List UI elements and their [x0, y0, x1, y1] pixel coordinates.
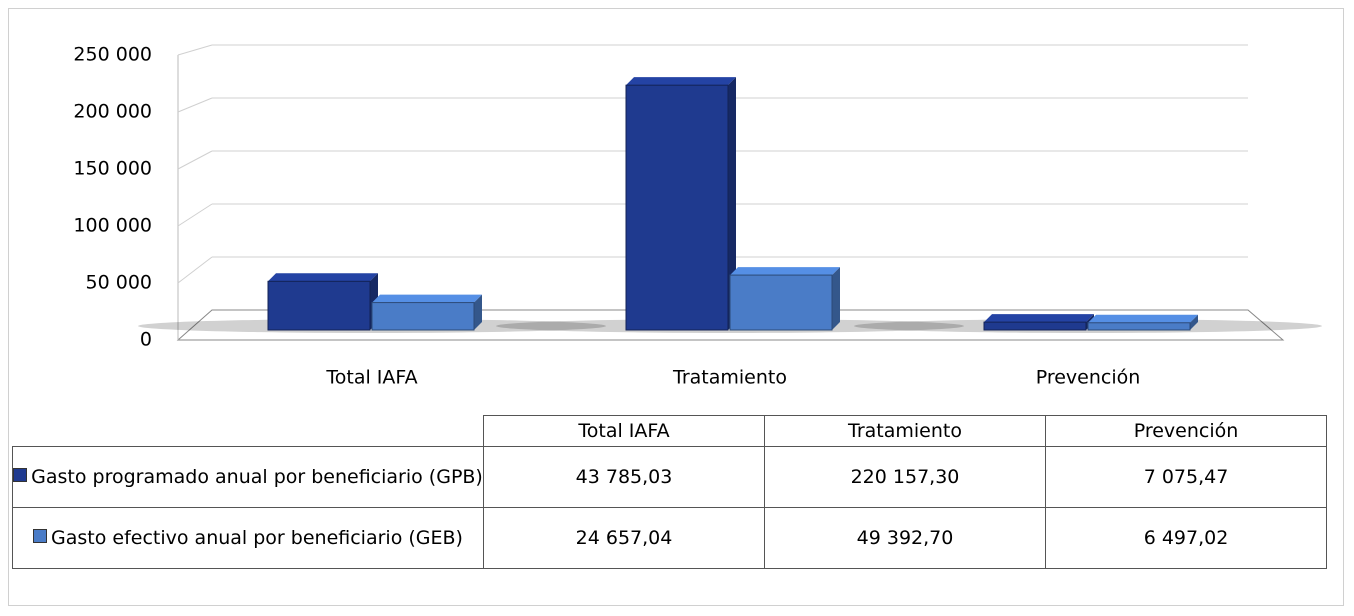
value-cell: 24 657,04 [483, 507, 765, 569]
value-cell: 220 157,30 [764, 446, 1046, 508]
bar [983, 321, 1087, 331]
header-cell: Tratamiento [764, 415, 1046, 447]
legend-entry: Gasto programado anual por beneficiario … [12, 446, 484, 508]
data-table: Total IAFA Tratamiento Prevención Gasto … [12, 415, 1327, 569]
bar [267, 280, 371, 331]
y-tick-label: 150 000 [73, 158, 152, 180]
grid-line-side [177, 203, 213, 227]
bar-side [474, 294, 482, 330]
bar [625, 84, 729, 331]
legend-label: Gasto programado anual por beneficiario … [31, 466, 483, 488]
bar-top [1088, 314, 1198, 323]
x-tick-label: Tratamiento [672, 367, 787, 389]
legend-label: Gasto efectivo anual por beneficiario (G… [51, 527, 463, 549]
table-row: Gasto efectivo anual por beneficiario (G… [12, 507, 1327, 569]
x-tick-label: Total IAFA [325, 367, 417, 389]
bar-top [372, 294, 482, 303]
legend-swatch [13, 468, 28, 482]
grid-line-side [177, 97, 213, 113]
bar-side [1190, 314, 1198, 330]
value-cell: 49 392,70 [764, 507, 1046, 569]
value-cell: 6 497,02 [1045, 507, 1327, 569]
legend-swatch [33, 529, 48, 543]
header-cell: Prevención [1045, 415, 1327, 447]
y-tick-label: 0 [140, 329, 152, 351]
bar-top [268, 273, 378, 282]
bar [371, 302, 475, 331]
table-row: Gasto programado anual por beneficiario … [12, 446, 1327, 508]
bar [729, 274, 833, 331]
y-tick-label: 250 000 [73, 44, 152, 66]
y-tick-label: 100 000 [73, 215, 152, 237]
x-tick-label: Prevención [1036, 367, 1141, 389]
grid-line-side [177, 256, 213, 284]
legend-entry: Gasto efectivo anual por beneficiario (G… [12, 507, 484, 569]
header-cell: Total IAFA [483, 415, 765, 447]
empty-cell [13, 416, 484, 447]
bar-side [728, 77, 736, 330]
bar-top [984, 314, 1094, 323]
grid-line-side [177, 44, 213, 56]
bar [1087, 322, 1191, 331]
bar-top [626, 77, 736, 86]
frame [8, 8, 1344, 606]
grid-line-side [177, 150, 213, 170]
value-cell: 7 075,47 [1045, 446, 1327, 508]
value-cell: 43 785,03 [483, 446, 765, 508]
bar-side [832, 267, 840, 330]
table-header: Total IAFA Tratamiento Prevención [13, 415, 1327, 447]
bar-top [730, 267, 840, 276]
y-tick-label: 50 000 [86, 272, 152, 294]
y-tick-label: 200 000 [73, 101, 152, 123]
